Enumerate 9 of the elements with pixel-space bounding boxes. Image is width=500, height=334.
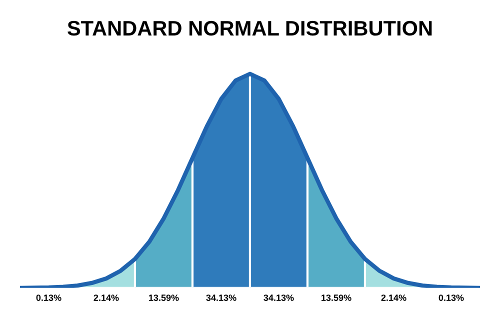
series-label: 13.59%	[322, 294, 352, 301]
series-label: 0.13%	[36, 294, 62, 301]
series-label: 2.14%	[381, 294, 406, 301]
series-label: 2.14%	[94, 294, 119, 301]
series-label: 34.13%	[206, 294, 236, 301]
series-label: 0.13%	[438, 294, 464, 301]
series-label: 34.13%	[264, 294, 294, 301]
series-label: 13.59%	[149, 294, 179, 301]
chart-title: STANDARD NORMAL DISTRIBUTION	[68, 20, 432, 36]
